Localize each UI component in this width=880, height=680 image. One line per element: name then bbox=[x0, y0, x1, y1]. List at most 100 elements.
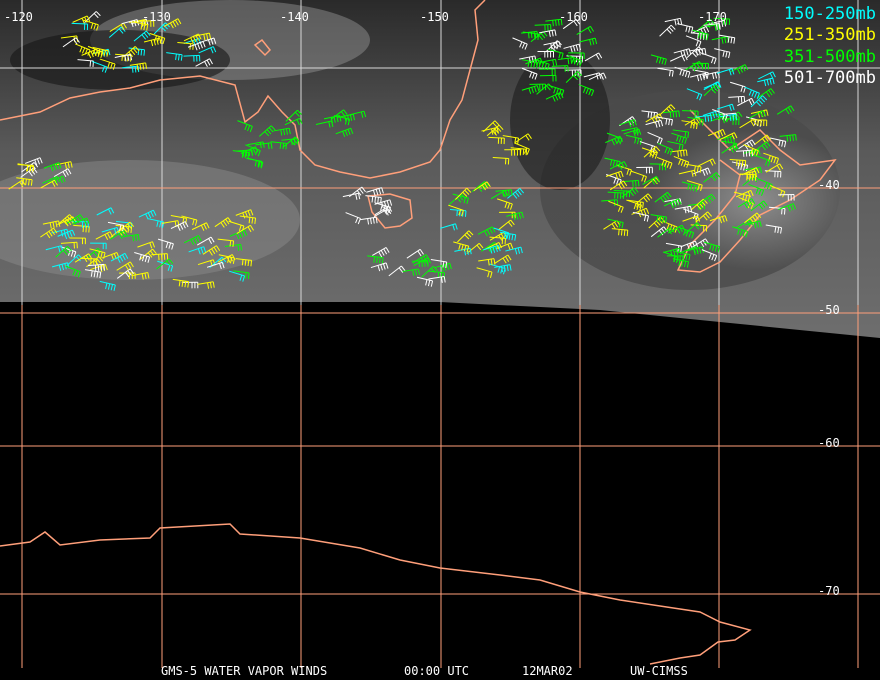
wind-barb bbox=[497, 219, 515, 231]
wind-barb bbox=[663, 198, 682, 209]
wind-barb bbox=[642, 175, 660, 185]
wind-barb bbox=[669, 54, 688, 62]
wind-barb bbox=[90, 242, 107, 250]
wind-barb bbox=[51, 228, 69, 237]
wind-barb bbox=[134, 252, 151, 263]
wind-barb bbox=[643, 146, 661, 158]
wind-barb bbox=[530, 31, 548, 43]
wind-barb bbox=[525, 57, 543, 66]
wind-barb bbox=[360, 216, 378, 225]
wind-barb bbox=[60, 241, 78, 249]
wind-barb bbox=[769, 137, 787, 148]
wind-barb bbox=[657, 143, 674, 156]
wind-barb bbox=[53, 168, 72, 178]
wind-barb bbox=[654, 191, 672, 203]
wind-barb bbox=[743, 144, 759, 157]
wind-barb bbox=[122, 46, 140, 58]
wind-barb bbox=[157, 238, 174, 250]
wind-barb bbox=[8, 179, 26, 190]
wind-barb bbox=[507, 188, 525, 199]
wind-barb bbox=[466, 242, 484, 254]
lat-label: -60 bbox=[818, 436, 840, 450]
wind-barb bbox=[626, 199, 643, 211]
wind-barb bbox=[680, 245, 699, 254]
wind-barb bbox=[692, 29, 709, 41]
wind-barb bbox=[131, 21, 149, 31]
wind-barb bbox=[247, 141, 265, 149]
wind-barb bbox=[421, 265, 438, 278]
wind-barb bbox=[457, 230, 474, 243]
wind-barb bbox=[583, 72, 602, 80]
wind-barb bbox=[416, 276, 434, 287]
wind-barb bbox=[55, 161, 73, 169]
wind-barb bbox=[455, 187, 472, 200]
wind-barb bbox=[693, 167, 711, 176]
wind-barb bbox=[657, 67, 674, 77]
wind-barb bbox=[235, 258, 253, 267]
wind-barb bbox=[687, 116, 704, 126]
wind-barb bbox=[388, 265, 406, 277]
wind-barb bbox=[619, 119, 637, 128]
wind-barb bbox=[539, 29, 557, 37]
wind-barb bbox=[576, 25, 594, 35]
wind-barb bbox=[645, 119, 664, 128]
wind-barb bbox=[551, 65, 569, 72]
wind-barb bbox=[744, 212, 762, 224]
wind-barb bbox=[40, 227, 58, 239]
wind-barb bbox=[137, 241, 155, 249]
dark-patch bbox=[510, 50, 610, 190]
wind-barb bbox=[685, 61, 703, 72]
wind-barb bbox=[92, 61, 108, 73]
wind-barb bbox=[183, 54, 201, 62]
wind-barb bbox=[497, 198, 513, 210]
wind-barb bbox=[565, 71, 583, 83]
wind-barb bbox=[24, 157, 43, 166]
wind-barb bbox=[777, 193, 795, 201]
wind-barb bbox=[285, 109, 302, 122]
wind-barb bbox=[342, 192, 361, 200]
wind-barb bbox=[672, 129, 690, 139]
wind-barb bbox=[65, 265, 81, 278]
wind-barb bbox=[632, 211, 650, 222]
wind-barb bbox=[672, 258, 689, 268]
wind-barb bbox=[682, 110, 699, 118]
lon-label: -150 bbox=[420, 10, 449, 24]
wind-barb bbox=[114, 53, 133, 62]
wind-barb bbox=[714, 48, 731, 59]
wind-barb bbox=[682, 215, 701, 223]
wind-barb bbox=[71, 22, 89, 30]
lon-label: -130 bbox=[142, 10, 171, 24]
wind-barb bbox=[563, 43, 582, 53]
wind-barb bbox=[453, 241, 470, 253]
wind-barb bbox=[156, 258, 174, 270]
wind-barb bbox=[744, 220, 762, 229]
wind-barb bbox=[578, 84, 595, 97]
wind-barb bbox=[674, 66, 691, 78]
wind-barb bbox=[545, 40, 562, 53]
wind-barb bbox=[89, 248, 106, 259]
wind-barb bbox=[473, 181, 491, 192]
wind-barb bbox=[202, 245, 221, 256]
wind-barb bbox=[69, 237, 86, 245]
wind-barb bbox=[636, 166, 653, 174]
wind-barb bbox=[656, 156, 673, 169]
wind-barb bbox=[712, 109, 728, 121]
wind-barb bbox=[719, 132, 738, 141]
wind-barb bbox=[562, 18, 581, 30]
wind-barb bbox=[448, 204, 464, 217]
wind-barb bbox=[187, 41, 206, 51]
source-label: UW-CIMSS bbox=[630, 664, 688, 678]
wind-barb bbox=[641, 147, 658, 159]
wind-barb bbox=[406, 248, 424, 259]
wind-barb bbox=[489, 236, 507, 245]
wind-barb bbox=[488, 136, 505, 145]
wind-barb bbox=[662, 110, 680, 118]
cloud-band bbox=[0, 160, 300, 280]
wind-barb bbox=[657, 227, 675, 238]
wind-barb bbox=[678, 169, 697, 177]
wind-barb bbox=[75, 43, 91, 56]
wind-barb bbox=[621, 127, 639, 135]
wind-barb bbox=[631, 170, 647, 183]
wind-barb bbox=[365, 195, 382, 204]
wind-barb bbox=[739, 170, 758, 180]
